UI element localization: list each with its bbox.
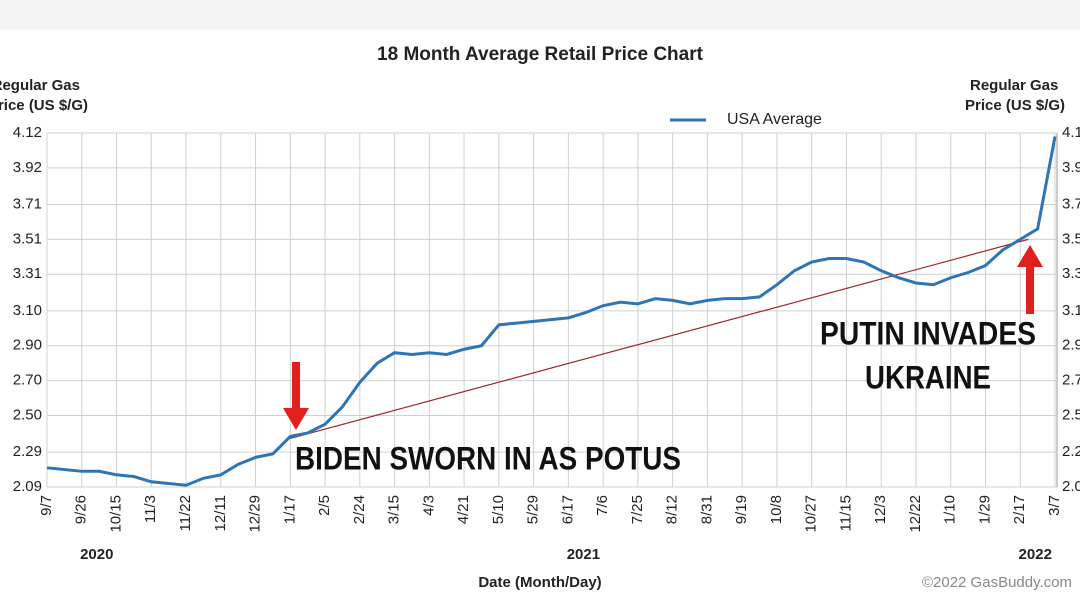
x-tick-label: 1/10 [942, 495, 959, 524]
y-tick-label: 2.70 [1062, 372, 1080, 389]
y-axis-label: Price (US $/G) [0, 97, 88, 114]
x-tick-label: 1/29 [976, 495, 993, 524]
y-axis-label: Regular Gas [0, 77, 80, 94]
y-tick-label: 2.50 [1062, 406, 1080, 423]
year-label: 2021 [567, 546, 600, 563]
y-tick-label: 3.31 [13, 265, 42, 282]
x-tick-label: 7/6 [594, 495, 611, 516]
arrow [1017, 245, 1043, 314]
y-tick-label: 4.12 [1062, 124, 1080, 141]
x-tick-label: 7/25 [629, 495, 646, 524]
line-series [46, 136, 1057, 487]
x-axis-label: Date (Month/Day) [478, 574, 601, 591]
annotation: PUTIN INVADES [820, 315, 1036, 351]
y-tick-label: 2.29 [13, 443, 42, 460]
plot-area [46, 132, 1058, 488]
x-tick-label: 11/22 [177, 495, 194, 531]
x-tick-label: 9/19 [733, 495, 750, 524]
x-tick-label: 3/7 [1046, 495, 1063, 516]
y-tick-label: 2.90 [13, 337, 42, 354]
annotation: UKRAINE [865, 359, 991, 395]
chart-title: 18 Month Average Retail Price Chart [377, 44, 704, 65]
y-tick-label: 2.09 [1062, 478, 1080, 495]
legend-label: USA Average [727, 111, 822, 128]
x-tick-label: 2/17 [1011, 495, 1028, 524]
y-tick-label: 3.51 [1062, 230, 1080, 247]
y-tick-label: 3.51 [13, 230, 42, 247]
x-tick-label: 9/26 [73, 495, 90, 524]
x-tick-label: 10/8 [768, 495, 785, 524]
x-tick-label: 11/3 [142, 495, 159, 523]
credit: ©2022 GasBuddy.com [922, 574, 1072, 591]
y-tick-label: 3.92 [13, 159, 42, 176]
y-tick-label: 2.90 [1062, 337, 1080, 354]
x-tick-label: 12/29 [247, 495, 264, 533]
x-tick-label: 9/7 [38, 495, 55, 516]
x-tick-label: 5/10 [490, 495, 507, 524]
arrow [283, 362, 309, 430]
x-tick-label: 6/17 [559, 495, 576, 524]
year-label: 2020 [80, 546, 113, 563]
y-tick-label: 3.71 [1062, 195, 1080, 212]
x-tick-label: 5/29 [525, 495, 542, 524]
y-tick-label: 4.12 [13, 124, 42, 141]
year-label: 2022 [1019, 546, 1052, 563]
annotation-line [290, 238, 1029, 440]
x-tick-label: 4/21 [455, 495, 472, 524]
x-tick-label: 3/15 [386, 495, 403, 524]
x-tick-label: 1/17 [281, 495, 298, 524]
x-tick-label: 8/12 [664, 495, 681, 524]
y-tick-label: 2.70 [13, 372, 42, 389]
x-tick-label: 2/24 [351, 495, 368, 524]
x-tick-label: 10/27 [803, 495, 820, 533]
x-tick-label: 4/3 [420, 495, 437, 516]
y-tick-label: 3.31 [1062, 265, 1080, 282]
x-tick-label: 10/15 [107, 495, 124, 533]
x-tick-label: 2/5 [316, 495, 333, 516]
x-tick-label: 12/22 [907, 495, 924, 533]
x-tick-label: 11/15 [837, 495, 854, 531]
y2-axis-label: Regular Gas [970, 77, 1058, 94]
x-tick-label: 12/3 [872, 495, 889, 524]
y-tick-label: 3.10 [1062, 302, 1080, 319]
y-tick-label: 3.10 [13, 302, 42, 319]
y2-axis-label: Price (US $/G) [965, 97, 1065, 114]
y-tick-label: 3.92 [1062, 159, 1080, 176]
y-tick-label: 3.71 [13, 195, 42, 212]
x-tick-label: 8/31 [698, 495, 715, 524]
y-tick-label: 2.29 [1062, 443, 1080, 460]
y-tick-label: 2.50 [13, 406, 42, 423]
x-tick-label: 12/11 [212, 495, 229, 531]
header-band [0, 0, 1080, 30]
y-tick-label: 2.09 [13, 478, 42, 495]
annotation: BIDEN SWORN IN AS POTUS [295, 440, 681, 476]
